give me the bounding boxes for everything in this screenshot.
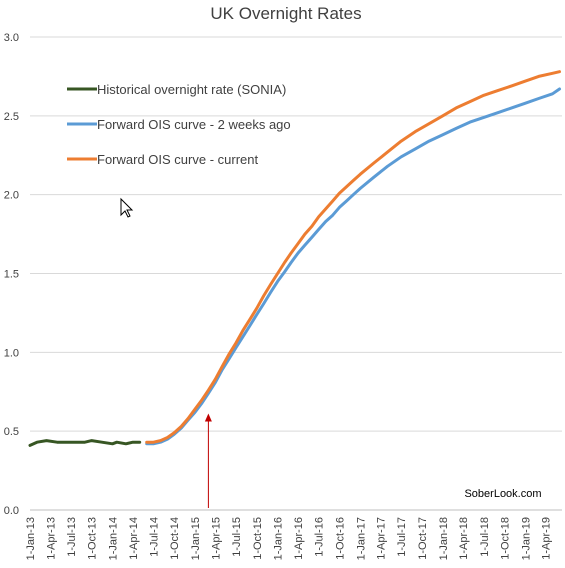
x-tick-label: 1-Jan-13 [25, 517, 37, 560]
y-tick-label: 1.5 [4, 269, 19, 281]
x-tick-label: 1-Oct-14 [169, 517, 181, 560]
x-tick-label: 1-Apr-15 [210, 517, 222, 560]
x-tick-label: 1-Oct-15 [252, 517, 264, 560]
series-line-3 [145, 70, 561, 444]
x-tick-label: 1-Jul-15 [231, 517, 243, 557]
x-axis-tick-labels: 1-Jan-13 1-Apr-13 1-Jul-13 1-Oct-13 1-Jan-14… [25, 517, 553, 560]
x-tick-label: 1-Apr-14 [128, 517, 140, 560]
x-tick-label: 1-Oct-16 [335, 517, 347, 560]
legend-label: Forward OIS curve - current [97, 152, 258, 167]
series-lines [28, 70, 561, 447]
x-tick-label: 1-Apr-17 [376, 517, 388, 560]
x-tick-label: 1-Oct-17 [417, 517, 429, 560]
legend: Historical overnight rate (SONIA) Forward… [67, 82, 291, 167]
x-tick-label: 1-Apr-13 [45, 517, 57, 560]
y-tick-label: 0.5 [4, 426, 19, 438]
y-tick-label: 3.0 [4, 32, 19, 44]
y-tick-label: 1.0 [4, 347, 19, 359]
x-tick-label: 1-Jul-17 [396, 517, 408, 557]
y-tick-label: 2.5 [4, 111, 19, 123]
x-tick-label: 1-Jan-15 [190, 517, 202, 560]
x-tick-label: 1-Apr-19 [541, 517, 553, 560]
series-line-2 [145, 87, 561, 446]
x-tick-label: 1-Jan-18 [438, 517, 450, 560]
x-tick-label: 1-Oct-13 [87, 517, 99, 560]
legend-label: Historical overnight rate (SONIA) [97, 82, 286, 97]
x-tick-label: 1-Oct-18 [500, 517, 512, 560]
x-tick-label: 1-Apr-18 [458, 517, 470, 560]
x-tick-label: 1-Apr-16 [293, 517, 305, 560]
chart-title: UK Overnight Rates [210, 4, 361, 23]
y-tick-label: 0.0 [4, 505, 19, 517]
arrow-marker [204, 413, 212, 508]
source-annotation: SoberLook.com [464, 488, 541, 500]
x-tick-label: 1-Jan-19 [520, 517, 532, 560]
x-tick-label: 1-Jul-18 [479, 517, 491, 557]
y-axis-tick-labels: 0.0 0.5 1.0 1.5 2.0 2.5 3.0 [4, 32, 19, 517]
x-tick-label: 1-Jul-13 [66, 517, 78, 557]
x-tick-label: 1-Jan-14 [108, 517, 120, 560]
series-line-1 [28, 439, 142, 447]
legend-label: Forward OIS curve - 2 weeks ago [97, 117, 291, 132]
arrow-head [204, 413, 212, 422]
x-tick-label: 1-Jan-17 [355, 517, 367, 560]
gridlines [30, 36, 562, 432]
x-tick-label: 1-Jul-14 [148, 517, 160, 557]
x-tick-label: 1-Jul-16 [314, 517, 326, 557]
x-tick-label: 1-Jan-16 [273, 517, 285, 560]
y-tick-label: 2.0 [4, 190, 19, 202]
mouse-cursor-icon [120, 197, 134, 218]
